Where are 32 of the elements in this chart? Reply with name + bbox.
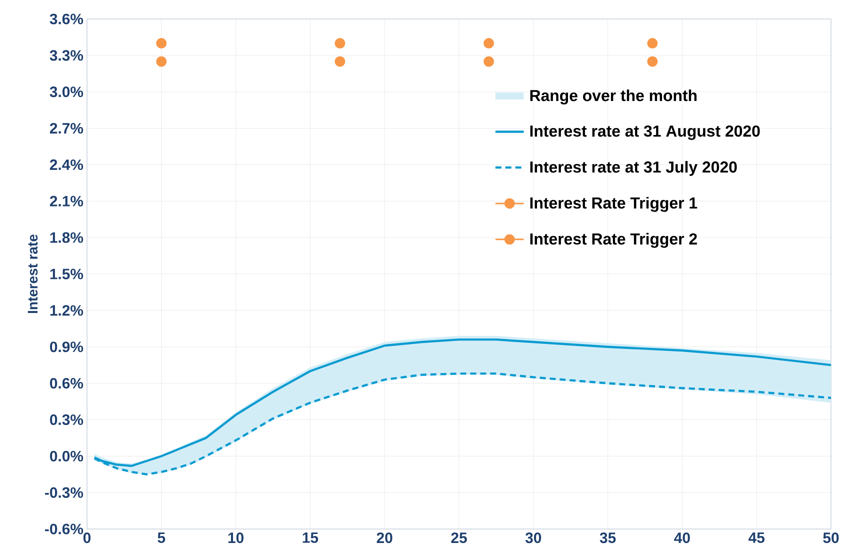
annotation: Range over the month	[530, 89, 697, 104]
x-tick-label: 5	[158, 532, 166, 543]
y-tick-label: 0.0%	[50, 450, 84, 462]
y-tick-label: 2.7%	[50, 123, 84, 134]
legend-label: Interest Rate Trigger 2	[530, 232, 697, 248]
y-tick-label: 0.9%	[50, 342, 84, 352]
y-tick-label: 2.4%	[50, 159, 84, 170]
y-tick-label: 1.8%	[50, 232, 84, 243]
y-tick-label: 3.0%	[50, 86, 84, 98]
legend-label: Interest Rate Trigger 1	[530, 196, 698, 212]
y-tick-label: 3.3%	[50, 50, 84, 61]
y-tick-label: -0.6%	[45, 524, 84, 534]
y-tick-label: 3.6%	[50, 14, 84, 24]
x-tick-label: 15	[302, 532, 318, 543]
x-tick-label: 40	[674, 532, 690, 544]
x-tick-label: 25	[451, 532, 467, 544]
legend-label: Interest rate at 31 July 2020	[530, 160, 737, 176]
y-tick-label: 0.3%	[50, 414, 84, 426]
x-tick-label: 0	[83, 532, 91, 544]
y-tick-label: 2.1%	[50, 196, 84, 206]
x-tick-label: 35	[600, 532, 616, 544]
legend-label: Interest rate at 31 August 2020	[530, 125, 760, 140]
x-tick-label: 30	[525, 532, 542, 544]
x-tick-label: 20	[376, 532, 392, 544]
y-tick-label: 0.6%	[50, 378, 84, 389]
x-tick-label: 50	[823, 532, 839, 544]
y-axis-title: Interest rate	[28, 234, 38, 313]
y-tick-label: 1.2%	[50, 305, 84, 316]
x-tick-label: 10	[228, 532, 244, 544]
y-tick-label: -0.3%	[45, 487, 84, 498]
y-tick-label: 1.5%	[50, 268, 84, 280]
x-tick-label: 45	[748, 532, 764, 543]
